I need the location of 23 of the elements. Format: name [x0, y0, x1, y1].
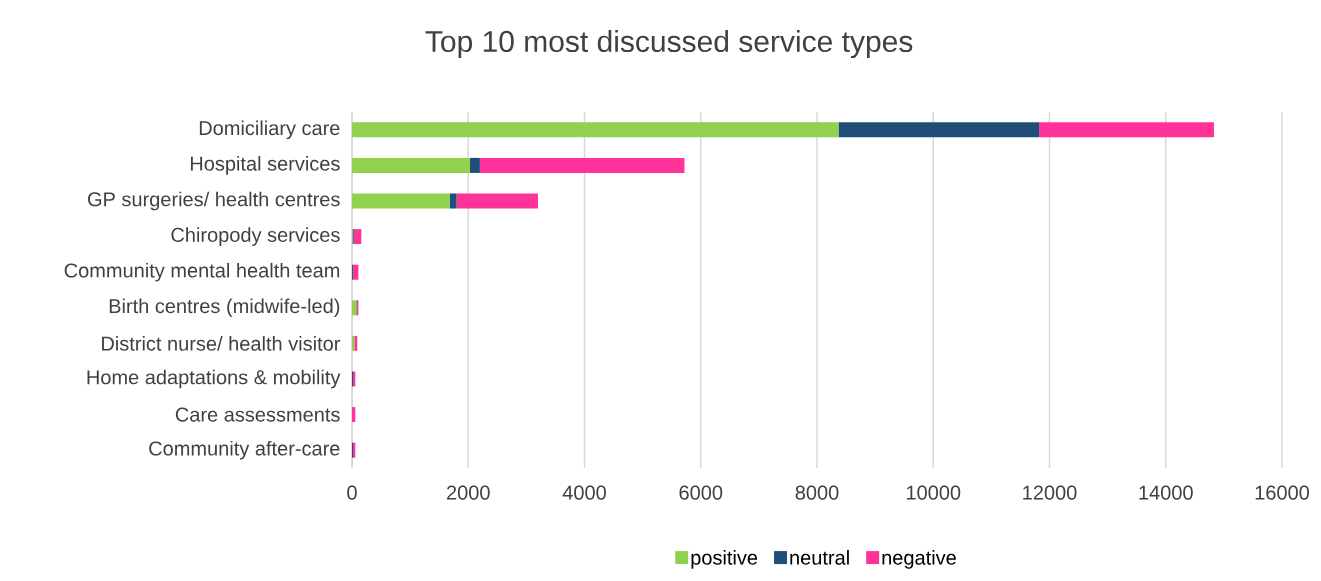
legend-label: negative — [882, 550, 956, 569]
x-tick-label: 10000 — [906, 485, 961, 500]
y-tick-label: Care assessments — [175, 407, 340, 422]
x-tick-label: 2000 — [447, 485, 490, 500]
x-tick-label: 4000 — [562, 485, 606, 500]
legend-label: neutral — [790, 550, 849, 565]
legend-label: positive — [691, 550, 758, 569]
y-tick-label: Community mental health team — [64, 262, 340, 282]
y-tick-label: District nurse/ health visitor — [102, 336, 341, 351]
y-tick-label: Chiropody services — [171, 227, 340, 246]
x-tick-label: 0 — [347, 485, 357, 500]
chart-title: Top 10 most discussed service types — [425, 30, 913, 59]
y-tick-label: Community after-care — [149, 440, 340, 460]
y-tick-label: Birth centres (midwife-led) — [109, 298, 340, 318]
x-tick-label: 16000 — [1255, 485, 1310, 500]
x-tick-label: 6000 — [679, 485, 723, 500]
x-tick-label: 12000 — [1023, 485, 1077, 500]
x-tick-label: 14000 — [1139, 485, 1193, 500]
y-tick-label: GP surgeries/ health centres — [88, 191, 340, 211]
y-tick-label: Domiciliary care — [199, 120, 340, 140]
y-tick-label: Hospital services — [190, 156, 340, 175]
y-tick-label: Home adaptations & mobility — [87, 369, 341, 389]
x-tick-label: 8000 — [795, 485, 839, 500]
